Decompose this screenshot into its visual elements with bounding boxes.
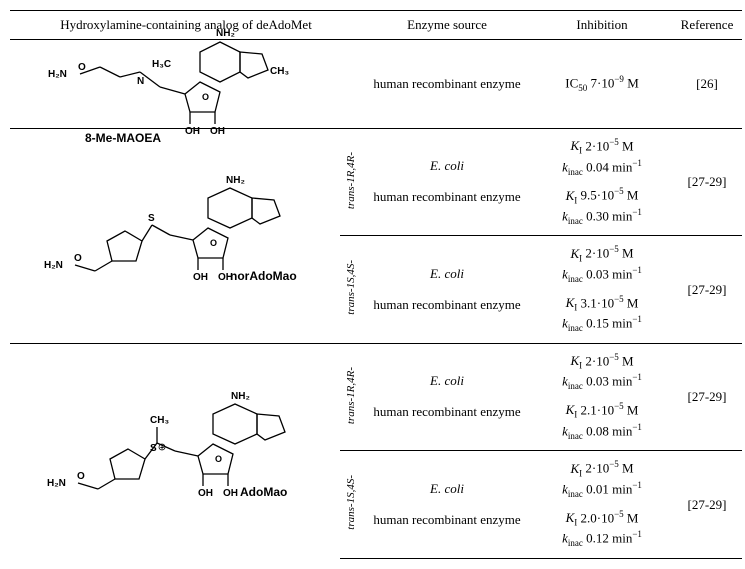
reference-cell: [27-29] [672, 343, 742, 450]
inhib-a: KI 2·10−5 Mkinac 0.01 min−1 [536, 455, 668, 504]
inhib-b: KI 2.0·10−5 Mkinac 0.12 min−1 [536, 505, 668, 554]
inhibition-cell: KI 2·10−5 Mkinac 0.03 min−1KI 2.1·10−5 M… [532, 343, 672, 450]
stereo-cell: trans-1S,4S- [340, 451, 362, 558]
inhib-b: KI 2.1·10−5 Mkinac 0.08 min−1 [536, 397, 668, 446]
inhib-a: KI 2·10−5 Mkinac 0.04 min−1 [536, 133, 668, 182]
inhib-a: KI 2·10−5 Mkinac 0.03 min−1 [536, 348, 668, 397]
enzyme-a: E. coli [366, 266, 528, 283]
reference-cell: [27-29] [672, 236, 742, 343]
table-row: trans-1R,4R- E. coli human recombinant enz… [10, 343, 742, 450]
table-row: human recombinant enzyme IC50 7·10−9 M[26… [10, 40, 742, 129]
header-enzyme: Enzyme source [362, 11, 532, 40]
stereo-cell: trans-1S,4S- [340, 236, 362, 343]
structure-8-Me-MAOEA [30, 22, 320, 147]
enzyme-a: human recombinant enzyme [366, 76, 528, 93]
inhibition-cell: IC50 7·10−9 M [532, 40, 672, 129]
reference-cell: [27-29] [672, 451, 742, 558]
stereo-label: trans-1S,4S- [345, 260, 357, 315]
inhibition-cell: KI 2·10−5 Mkinac 0.04 min−1KI 9.5·10−5 M… [532, 129, 672, 236]
enzyme-b: human recombinant enzyme [366, 512, 528, 529]
inhib-a: IC50 7·10−9 M [536, 70, 668, 99]
inhib-a: KI 2·10−5 Mkinac 0.03 min−1 [536, 240, 668, 289]
stereo-label: trans-1R,4R- [345, 152, 357, 209]
inhibitor-table: Hydroxylamine-containing analog of deAdo… [10, 10, 742, 559]
enzyme-cell: E. coli human recombinant enzyme [362, 451, 532, 558]
reference-cell: [27-29] [672, 129, 742, 236]
stereo-cell: trans-1R,4R- [340, 129, 362, 236]
reference-cell: [26] [672, 40, 742, 129]
enzyme-b: human recombinant enzyme [366, 404, 528, 421]
enzyme-b: human recombinant enzyme [366, 189, 528, 206]
inhibition-cell: KI 2·10−5 Mkinac 0.01 min−1KI 2.0·10−5 M… [532, 451, 672, 558]
enzyme-b: human recombinant enzyme [366, 297, 528, 314]
stereo-cell: trans-1R,4R- [340, 343, 362, 450]
enzyme-cell: E. coli human recombinant enzyme [362, 343, 532, 450]
enzyme-a: E. coli [366, 158, 528, 175]
inhib-b: KI 3.1·10−5 Mkinac 0.15 min−1 [536, 290, 668, 339]
enzyme-cell: human recombinant enzyme [362, 40, 532, 129]
structure-cell [10, 343, 340, 558]
stereo-cell [340, 40, 362, 129]
structure-AdoMao [30, 389, 320, 514]
inhibition-cell: KI 2·10−5 Mkinac 0.03 min−1KI 3.1·10−5 M… [532, 236, 672, 343]
inhib-b: KI 9.5·10−5 Mkinac 0.30 min−1 [536, 182, 668, 231]
structure-norAdoMao [30, 173, 320, 298]
header-inhibition: Inhibition [532, 11, 672, 40]
enzyme-a: E. coli [366, 481, 528, 498]
enzyme-cell: E. coli human recombinant enzyme [362, 236, 532, 343]
enzyme-a: E. coli [366, 373, 528, 390]
stereo-label: trans-1S,4S- [345, 475, 357, 530]
header-reference: Reference [672, 11, 742, 40]
enzyme-cell: E. coli human recombinant enzyme [362, 129, 532, 236]
stereo-label: trans-1R,4R- [345, 367, 357, 424]
structure-cell [10, 40, 340, 129]
structure-cell [10, 129, 340, 344]
